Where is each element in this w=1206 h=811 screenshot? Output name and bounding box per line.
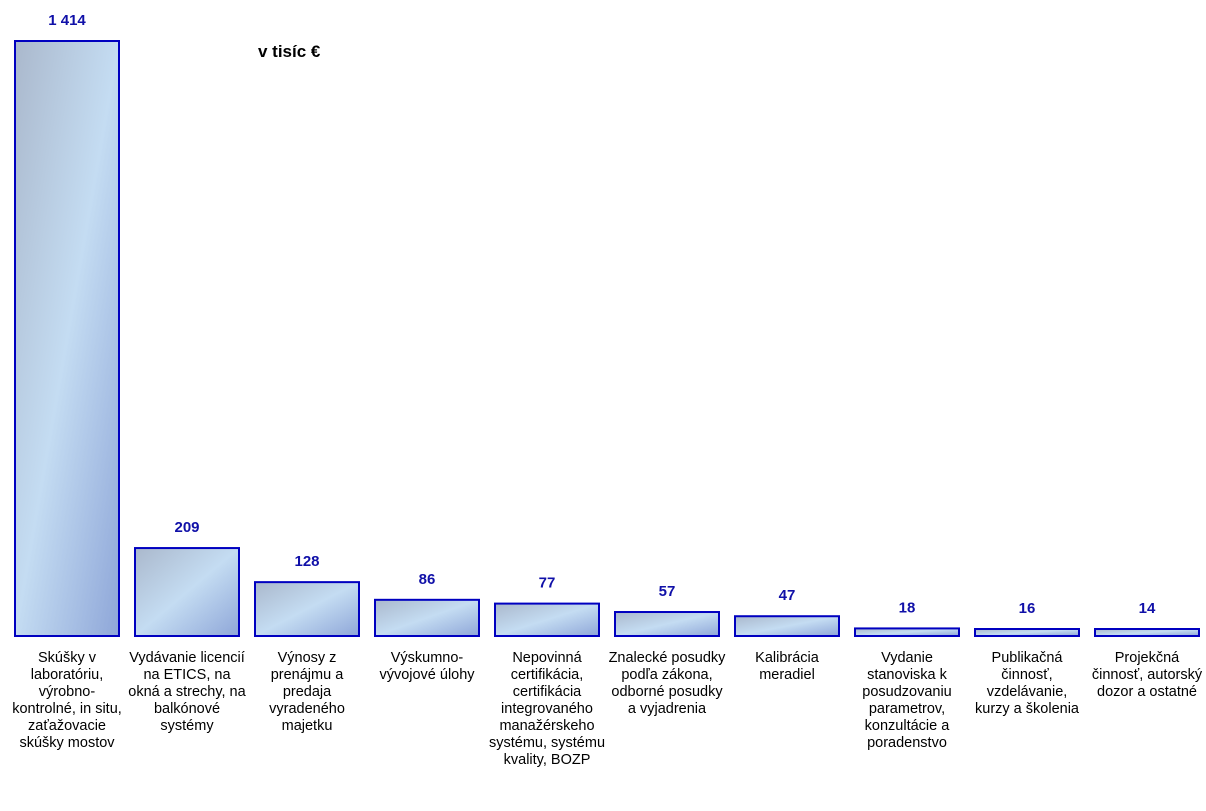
category-label-5: Nepovinná certifikácia, certifikácia int…: [488, 650, 606, 768]
category-label-3: Výnosy z prenájmu a predaja vyradeného m…: [269, 650, 345, 734]
value-label-9: 16: [1019, 600, 1036, 617]
category-label-7: Kalibrácia meradiel: [755, 650, 819, 683]
value-label-3: 128: [294, 553, 319, 570]
bar-10: [1094, 628, 1200, 637]
bar-5: [494, 602, 600, 637]
value-label-6: 57: [659, 583, 676, 600]
bar-2: [134, 547, 240, 637]
category-label-4: Výskumno-vývojové úlohy: [379, 650, 475, 683]
bar-1: [14, 40, 120, 637]
value-label-7: 47: [779, 587, 796, 604]
value-label-8: 18: [899, 599, 916, 616]
bar-6: [614, 611, 720, 637]
category-label-8: Vydanie stanoviska k posudzovaniu parame…: [862, 650, 952, 751]
bar-3: [254, 581, 360, 637]
bar-4: [374, 598, 480, 638]
value-label-2: 209: [174, 519, 199, 536]
value-label-4: 86: [419, 571, 436, 588]
category-label-9: Publikačná činnosť, vzdelávanie, kurzy a…: [975, 650, 1079, 717]
category-label-2: Vydávanie licencií na ETICS, na okná a s…: [128, 650, 246, 734]
bar-7: [734, 615, 840, 638]
category-label-6: Znalecké posudky podľa zákona, odborné p…: [608, 650, 726, 717]
category-label-10: Projekčná činnosť, autorský dozor a osta…: [1091, 650, 1203, 700]
value-label-5: 77: [539, 575, 556, 592]
value-label-10: 14: [1139, 600, 1156, 617]
bar-8: [854, 627, 960, 637]
unit-label: v tisíc €: [258, 42, 321, 61]
value-label-1: 1 414: [48, 12, 86, 29]
bar-9: [974, 628, 1080, 637]
category-label-1: Skúšky v laboratóriu, výrobno-kontrolné,…: [12, 650, 122, 751]
